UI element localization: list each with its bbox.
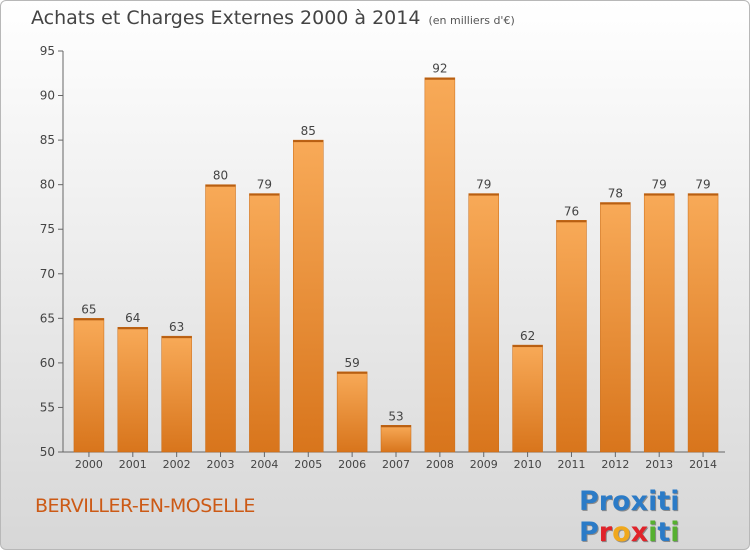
logo-letter: i <box>670 517 680 548</box>
x-tick-label: 2011 <box>557 458 585 471</box>
bar-value-label: 76 <box>564 204 579 218</box>
x-tick-label: 2014 <box>689 458 717 471</box>
y-tick-label: 90 <box>40 89 55 103</box>
bar-top-edge <box>249 193 280 196</box>
bar <box>249 193 280 453</box>
bar-top-edge <box>73 318 104 321</box>
bar-value-label: 53 <box>388 409 403 423</box>
logo-letter: o <box>612 517 631 548</box>
city-name: BERVILLER-EN-MOSELLE <box>35 495 255 517</box>
logo-letter: t <box>657 517 671 548</box>
x-tick-label: 2000 <box>75 458 103 471</box>
x-tick-label: 2004 <box>250 458 278 471</box>
x-tick-label: 2008 <box>426 458 454 471</box>
y-tick-label: 70 <box>40 267 55 281</box>
bar-value-label: 62 <box>520 329 535 343</box>
bar-value-label: 92 <box>432 62 447 76</box>
bar <box>380 425 412 453</box>
bar-top-edge <box>117 327 148 330</box>
bar-value-label: 79 <box>476 178 491 192</box>
x-tick-label: 2010 <box>514 458 542 471</box>
y-tick-label: 65 <box>40 311 55 325</box>
bar <box>73 318 105 453</box>
bar <box>205 184 236 453</box>
bar-top-edge <box>205 184 236 187</box>
bar-value-label: 64 <box>125 311 140 325</box>
y-tick-label: 85 <box>40 133 55 147</box>
bar-top-edge <box>512 345 543 348</box>
bar-top-edge <box>161 336 192 339</box>
bar-top-edge <box>381 425 411 428</box>
bar-value-label: 65 <box>81 302 96 316</box>
y-tick-label: 50 <box>40 445 55 459</box>
bar <box>117 326 149 453</box>
x-tick-label: 2001 <box>119 458 147 471</box>
bar <box>468 193 499 453</box>
bar-top-edge <box>468 193 499 196</box>
x-tick-label: 2012 <box>601 458 629 471</box>
bar-top-edge <box>600 202 631 205</box>
bar-top-edge <box>424 77 455 80</box>
bar-value-label: 80 <box>213 169 228 183</box>
bar <box>600 202 631 453</box>
bar-value-label: 79 <box>652 178 667 192</box>
bar <box>643 193 675 453</box>
x-tick-label: 2009 <box>470 458 498 471</box>
logo-letter: i <box>648 517 658 548</box>
logo-letter: r <box>598 517 613 548</box>
x-tick-label: 2005 <box>294 458 322 471</box>
y-tick-label: 75 <box>40 222 55 236</box>
y-tick-label: 80 <box>40 178 55 192</box>
chart-subtitle: (en milliers d'€) <box>428 14 515 27</box>
logo-letter: P <box>579 517 599 548</box>
bar-value-label: 59 <box>344 356 359 370</box>
x-tick-label: 2003 <box>207 458 235 471</box>
bar-value-label: 79 <box>257 178 272 192</box>
bar-top-edge <box>688 193 719 196</box>
bar-value-label: 78 <box>608 186 623 200</box>
bar <box>556 220 587 453</box>
x-tick-label: 2002 <box>163 458 191 471</box>
chart-title: Achats et Charges Externes 2000 à 2014 <box>31 7 421 29</box>
chart-title-block: Achats et Charges Externes 2000 à 2014 (e… <box>31 7 515 29</box>
logo-letters: Proxiti <box>579 517 680 548</box>
bar <box>161 335 192 453</box>
y-tick-label: 55 <box>40 400 55 414</box>
bar-top-edge <box>556 220 587 223</box>
bar <box>336 371 368 453</box>
logo-letter: x <box>630 517 649 548</box>
bar-top-edge <box>293 140 324 143</box>
bar <box>687 193 719 453</box>
y-tick-label: 60 <box>40 356 55 370</box>
bar <box>424 77 456 453</box>
bar <box>293 139 324 453</box>
x-tick-label: 2007 <box>382 458 410 471</box>
proxiti-logo: Proxiti Proxiti <box>579 486 749 548</box>
y-tick-label: 95 <box>40 44 55 58</box>
x-tick-label: 2006 <box>338 458 366 471</box>
bar <box>512 344 543 453</box>
bar-top-edge <box>337 371 368 374</box>
bar-value-label: 63 <box>169 320 184 334</box>
bar-value-label: 85 <box>301 124 316 138</box>
bar-top-edge <box>644 193 675 196</box>
logo-text: Proxiti <box>579 486 680 517</box>
x-tick-label: 2013 <box>645 458 673 471</box>
bar-value-label: 79 <box>695 178 710 192</box>
